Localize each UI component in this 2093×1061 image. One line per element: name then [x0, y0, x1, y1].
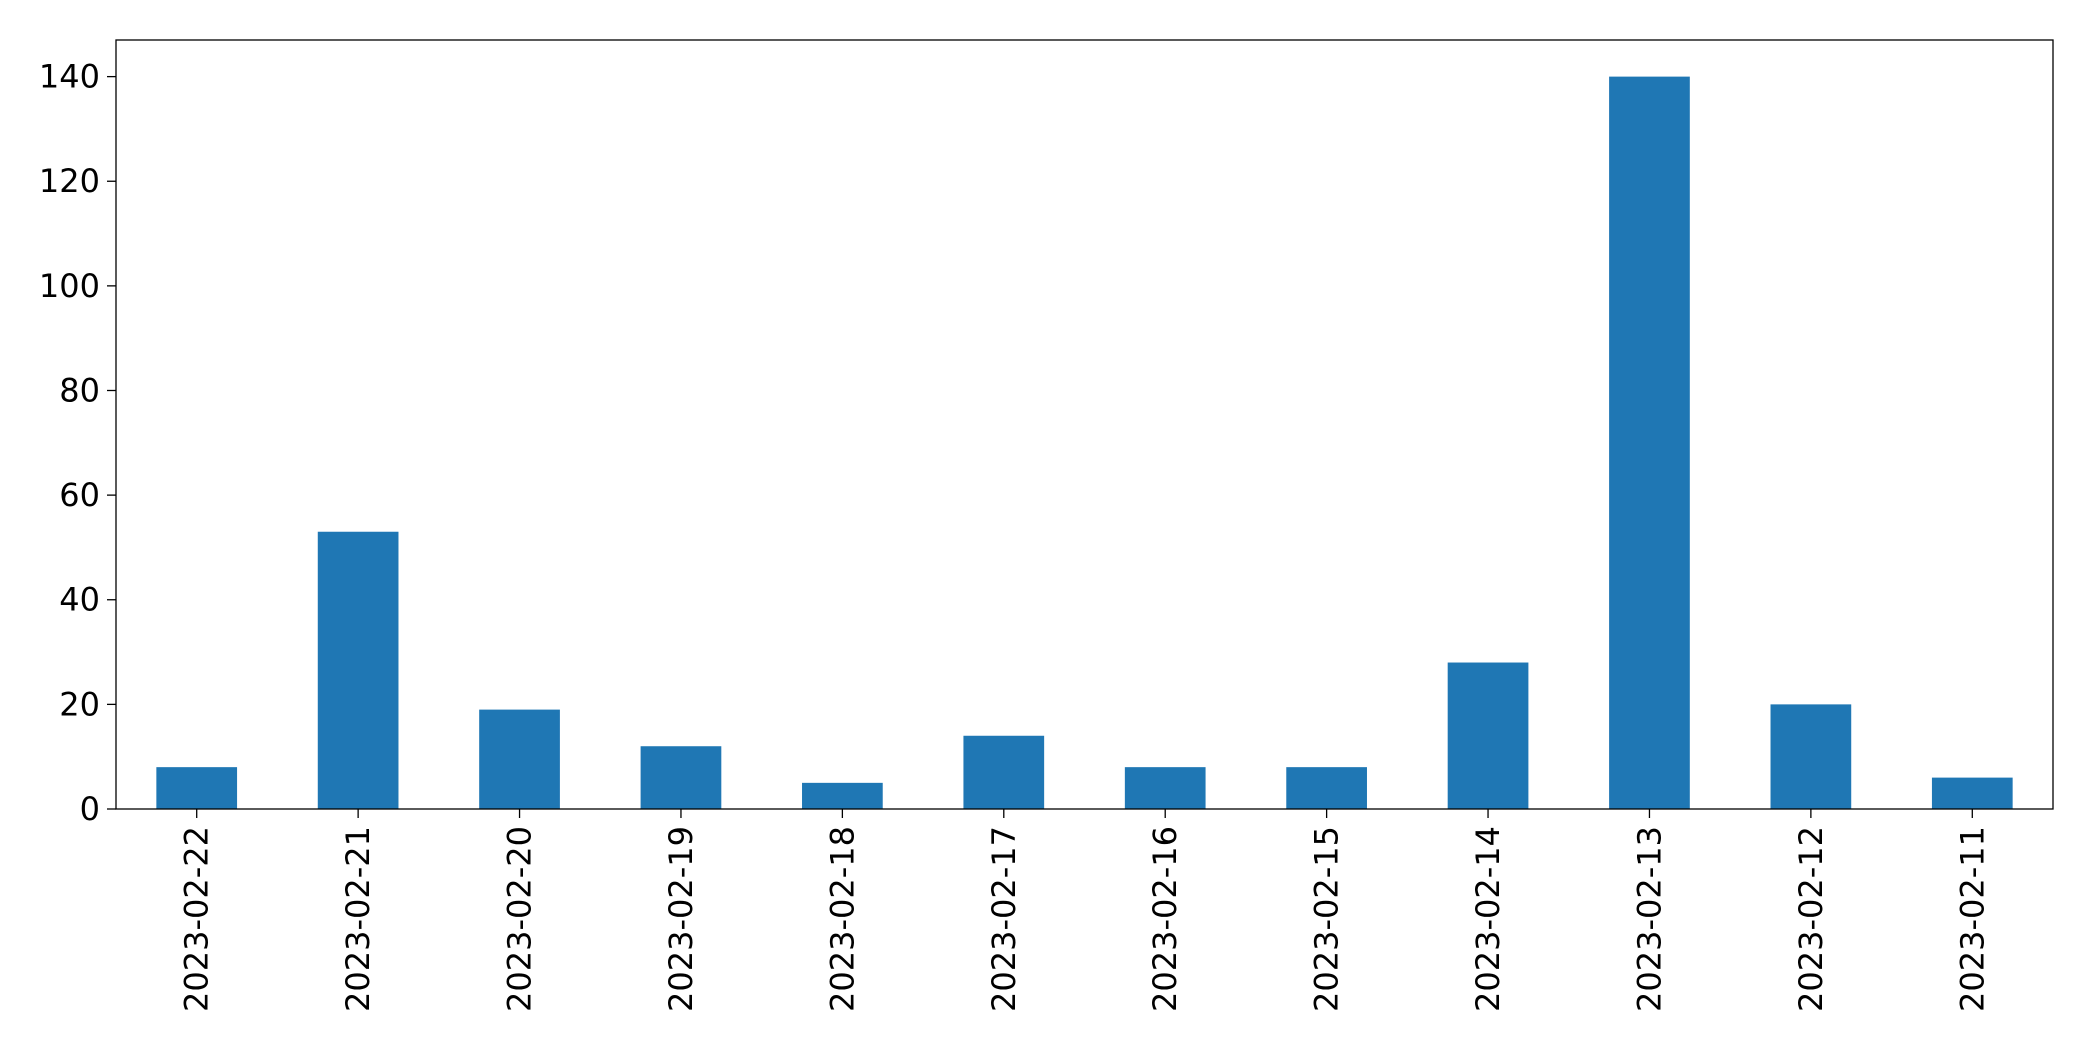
x-tick-label: 2023-02-14	[1469, 826, 1507, 1012]
y-tick-label: 40	[59, 581, 100, 619]
bar	[1124, 767, 1206, 809]
bar	[1770, 704, 1852, 809]
x-tick-label: 2023-02-17	[985, 826, 1023, 1012]
y-tick-label: 120	[39, 162, 100, 200]
x-tick-label: 2023-02-11	[1953, 826, 1991, 1012]
bar	[640, 746, 722, 809]
plot-frame	[115, 39, 2054, 810]
y-tick-label: 60	[59, 476, 100, 514]
bar	[1447, 662, 1529, 809]
x-tick-label: 2023-02-13	[1630, 826, 1668, 1012]
bar	[1931, 777, 2013, 809]
y-tick-label: 80	[59, 371, 100, 409]
x-tick-label: 2023-02-21	[339, 826, 377, 1012]
x-tick-label: 2023-02-22	[178, 826, 216, 1012]
y-tick-label: 20	[59, 685, 100, 723]
x-tick-label: 2023-02-20	[501, 826, 539, 1012]
bar	[802, 782, 883, 809]
y-tick-label: 140	[39, 58, 100, 96]
y-tick-label: 0	[80, 790, 100, 828]
y-tick-label: 100	[39, 267, 100, 305]
x-tick-label: 2023-02-16	[1146, 826, 1184, 1012]
bar	[479, 709, 560, 809]
x-tick-label: 2023-02-18	[823, 826, 861, 1012]
bar	[1286, 767, 1367, 809]
bar	[1609, 76, 1690, 810]
x-tick-label: 2023-02-12	[1792, 826, 1830, 1012]
bar	[963, 735, 1045, 809]
bar	[317, 531, 399, 809]
bar	[156, 767, 238, 809]
x-tick-label: 2023-02-15	[1308, 826, 1346, 1012]
x-tick-label: 2023-02-19	[662, 826, 700, 1012]
